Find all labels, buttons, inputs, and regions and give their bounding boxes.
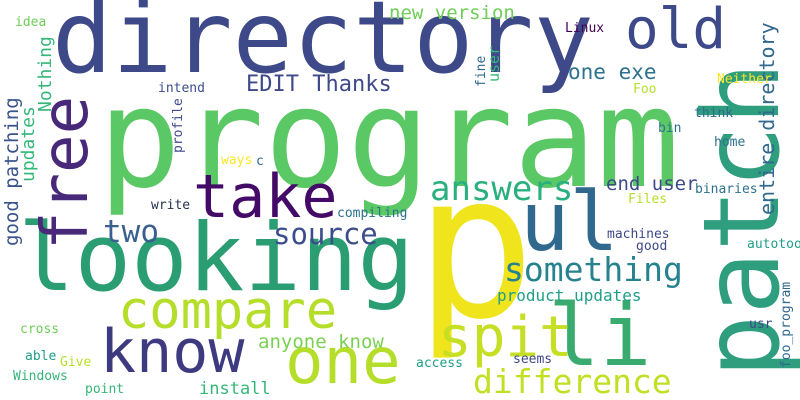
word-bin: bin: [658, 121, 682, 136]
word-old: old: [625, 0, 727, 62]
word-p: p: [415, 131, 536, 364]
word-something: something: [504, 250, 683, 289]
word-ul: ul: [520, 175, 619, 270]
word-two: two: [103, 214, 159, 250]
word-intend: intend: [158, 81, 205, 96]
word-good: good: [636, 239, 668, 254]
word-think: think: [694, 106, 734, 121]
word-access: access: [416, 356, 463, 371]
word-new-version: new version: [389, 2, 515, 24]
word-files: Files: [628, 192, 668, 207]
word-profile: profile: [171, 98, 186, 153]
word-seems: seems: [513, 352, 553, 367]
word-anyone-know: anyone know: [258, 331, 384, 353]
word-machines: machines: [607, 227, 670, 242]
word-foo: Foo: [633, 82, 657, 97]
word-user: user: [485, 45, 503, 82]
word-directory: directory: [52, 0, 594, 96]
word-know: know: [100, 317, 245, 387]
word-neither: Neither: [717, 72, 772, 87]
word-looking: looking: [18, 204, 415, 313]
word-home: home: [714, 135, 746, 150]
word-fine: fine: [474, 55, 489, 87]
word-program: program: [98, 58, 680, 219]
word-linux: Linux: [565, 21, 605, 36]
word-li: li: [548, 286, 652, 386]
word-give: Give: [60, 355, 92, 370]
word-difference: difference: [473, 362, 672, 400]
word-compiling: compiling: [337, 206, 408, 221]
word-take: take: [193, 162, 338, 232]
word-foo-program: foo_program: [779, 281, 794, 368]
word-install: install: [199, 379, 271, 399]
word-product-updates: product updates: [497, 286, 642, 305]
word-source: source: [273, 217, 378, 251]
word-compare: compare: [118, 281, 338, 341]
word-nothing: Nothing: [35, 36, 56, 112]
word-one: one: [285, 325, 401, 399]
word-end-user: end user: [606, 173, 698, 195]
word-write: write: [151, 198, 191, 213]
word-free: free: [29, 95, 103, 250]
word-entire-directory: entire directory: [755, 22, 779, 215]
word-c: c: [256, 154, 264, 169]
word-cross: cross: [20, 322, 60, 337]
word-able: able: [25, 349, 57, 364]
word-windows: Windows: [13, 369, 68, 384]
word-idea: idea: [15, 15, 47, 30]
word-one-exe: one exe: [568, 60, 657, 84]
word-ways: ways: [221, 153, 253, 168]
word-autotools: autotools: [747, 237, 800, 252]
word-binaries: binaries: [695, 182, 758, 197]
word-answers: answers: [430, 169, 574, 209]
word-updates: updates: [18, 106, 39, 182]
word-edit-thanks: EDIT Thanks: [246, 72, 392, 97]
word-point: point: [85, 382, 125, 397]
word-usr: usr: [749, 317, 773, 332]
word-spit: spit: [438, 305, 573, 370]
